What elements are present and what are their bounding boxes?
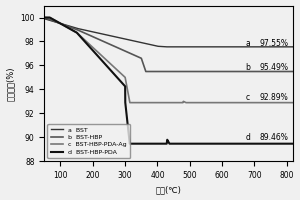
d  BST-HBP-PDA	[284, 142, 288, 145]
a  BST	[157, 45, 160, 48]
c  BST-HBP-PDA-Ag	[128, 101, 131, 104]
Text: 89.46%: 89.46%	[260, 133, 288, 142]
b  BST-HBP	[291, 70, 295, 73]
a  BST	[284, 46, 288, 48]
a  BST	[238, 46, 242, 48]
a  BST	[284, 46, 288, 48]
d  BST-HBP-PDA	[128, 142, 131, 145]
c  BST-HBP-PDA-Ag	[43, 16, 46, 19]
a  BST	[291, 46, 295, 48]
Text: c: c	[246, 93, 250, 102]
a  BST	[164, 46, 167, 48]
Text: b: b	[245, 63, 250, 72]
Text: 97.55%: 97.55%	[259, 39, 288, 48]
Legend: a  BST, b  BST-HBP, c  BST-HBP-PDA-Ag, d  BST-HBP-PDA: a BST, b BST-HBP, c BST-HBP-PDA-Ag, d BS…	[47, 124, 130, 158]
d  BST-HBP-PDA	[164, 142, 167, 145]
a  BST	[55, 21, 59, 24]
d  BST-HBP-PDA	[238, 142, 242, 145]
b  BST-HBP	[144, 70, 148, 73]
d  BST-HBP-PDA	[291, 142, 295, 145]
c  BST-HBP-PDA-Ag	[284, 101, 288, 104]
a  BST	[43, 18, 46, 20]
c  BST-HBP-PDA-Ag	[284, 101, 288, 104]
b  BST-HBP	[55, 21, 59, 23]
a  BST	[164, 46, 167, 48]
d  BST-HBP-PDA	[157, 142, 161, 145]
c  BST-HBP-PDA-Ag	[291, 101, 295, 104]
b  BST-HBP	[164, 70, 167, 73]
d  BST-HBP-PDA	[43, 16, 46, 19]
Line: d  BST-HBP-PDA: d BST-HBP-PDA	[44, 18, 293, 144]
b  BST-HBP	[284, 70, 288, 73]
X-axis label: 温度(℃): 温度(℃)	[156, 185, 182, 194]
Y-axis label: 质量分数(%): 质量分数(%)	[6, 66, 15, 101]
Text: a: a	[246, 39, 250, 48]
c  BST-HBP-PDA-Ag	[55, 20, 59, 23]
c  BST-HBP-PDA-Ag	[164, 101, 167, 104]
Line: a  BST: a BST	[44, 19, 293, 47]
b  BST-HBP	[238, 70, 242, 73]
Text: 95.49%: 95.49%	[259, 63, 288, 72]
Line: b  BST-HBP: b BST-HBP	[44, 18, 293, 72]
c  BST-HBP-PDA-Ag	[238, 101, 242, 104]
c  BST-HBP-PDA-Ag	[157, 101, 161, 104]
d  BST-HBP-PDA	[284, 142, 288, 145]
b  BST-HBP	[43, 16, 46, 19]
b  BST-HBP	[284, 70, 288, 73]
d  BST-HBP-PDA	[55, 20, 59, 23]
Text: 92.89%: 92.89%	[260, 93, 288, 102]
Text: d: d	[245, 133, 250, 142]
b  BST-HBP	[157, 70, 161, 73]
Line: c  BST-HBP-PDA-Ag: c BST-HBP-PDA-Ag	[44, 18, 293, 103]
